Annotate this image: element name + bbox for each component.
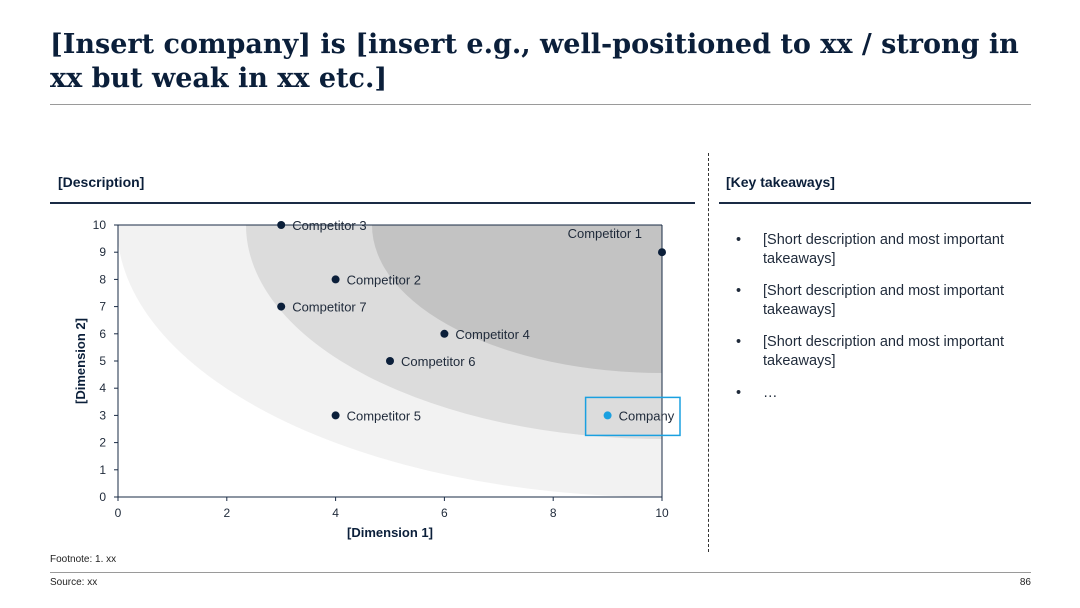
competitor-point <box>331 275 340 284</box>
point-label: Company <box>619 408 675 423</box>
point-label: Competitor 3 <box>292 218 366 233</box>
page-number: 86 <box>1019 577 1031 588</box>
footnote: Footnote: 1. xx <box>50 554 117 565</box>
company-point <box>603 411 612 420</box>
x-tick-label: 2 <box>223 506 230 520</box>
highlight-box <box>584 396 681 437</box>
point-label: Competitor 1 <box>568 226 642 241</box>
source-note: Source: xx <box>50 577 98 588</box>
point-label: Competitor 5 <box>347 408 421 423</box>
y-tick-label: 5 <box>99 354 106 368</box>
bullet-icon: • <box>736 283 742 299</box>
y-tick-label: 8 <box>99 272 106 286</box>
x-axis-label: [Dimension 1] <box>347 525 433 540</box>
y-tick-label: 1 <box>99 463 106 477</box>
takeaway-item: •… <box>736 384 1036 403</box>
x-tick-label: 0 <box>115 506 122 520</box>
takeaway-text: … <box>763 385 778 401</box>
takeaways-list: • [Short description and most important t… <box>736 231 1036 416</box>
description-heading-rule <box>50 202 695 204</box>
y-axis-label: [Dimension 2] <box>73 318 88 404</box>
x-tick-label: 4 <box>332 506 339 520</box>
axes-layer: 0 2 4 6 8 10 0 1 2 3 4 5 6 7 8 9 10 [Dimension 1] [Dimensi… <box>73 218 669 540</box>
slide-title: [Insert company] is [insert e.g., well-p… <box>50 29 1019 94</box>
x-tick-label: 10 <box>655 506 669 520</box>
x-tick-label: 8 <box>550 506 557 520</box>
positioning-scatter-chart: 0 2 4 6 8 10 0 1 2 3 4 5 6 7 8 9 10 [Dimension 1] [Dimensi… <box>73 218 681 540</box>
y-tick-label: 0 <box>99 490 106 504</box>
column-divider <box>708 153 709 552</box>
points-layer: Competitor 1 Competitor 2 Competitor 3 Comp… <box>277 218 681 437</box>
competitor-point <box>386 357 394 365</box>
y-tick-label: 2 <box>99 436 106 450</box>
takeaway-item: • [Short description and most important t… <box>736 231 1036 269</box>
y-tick-label: 7 <box>99 300 106 314</box>
takeaway-text: [Short description and most important ta… <box>763 232 1004 267</box>
takeaway-item: • [Short description and most important t… <box>736 282 1036 320</box>
takeaway-text: [Short description and most important ta… <box>763 283 1004 318</box>
y-tick-label: 10 <box>93 218 107 232</box>
competitor-point <box>277 221 286 229</box>
takeaways-heading-rule <box>719 202 1031 204</box>
point-label: Competitor 2 <box>347 272 421 287</box>
footer-divider <box>50 572 1031 573</box>
y-tick-label: 3 <box>99 408 106 422</box>
competitor-point <box>440 329 449 338</box>
competitor-point <box>277 302 286 311</box>
takeaways-heading: [Key takeaways] <box>726 174 835 190</box>
takeaway-item: • [Short description and most important t… <box>736 333 1036 371</box>
bullet-icon: • <box>736 334 742 350</box>
bullet-icon: • <box>736 232 742 248</box>
takeaway-text: [Short description and most important ta… <box>763 334 1004 369</box>
title-divider <box>50 104 1031 105</box>
point-label: Competitor 4 <box>455 327 529 342</box>
description-heading: [Description] <box>58 174 145 190</box>
bullet-icon: • <box>736 385 742 401</box>
y-tick-label: 6 <box>99 327 106 341</box>
y-tick-label: 4 <box>99 381 106 395</box>
x-tick-label: 6 <box>441 506 448 520</box>
point-label: Competitor 6 <box>401 354 475 369</box>
competitor-point <box>658 248 666 257</box>
zone-inner <box>372 225 662 373</box>
y-tick-label: 9 <box>99 245 106 259</box>
point-label: Competitor 7 <box>292 300 366 315</box>
competitor-point <box>331 411 340 420</box>
